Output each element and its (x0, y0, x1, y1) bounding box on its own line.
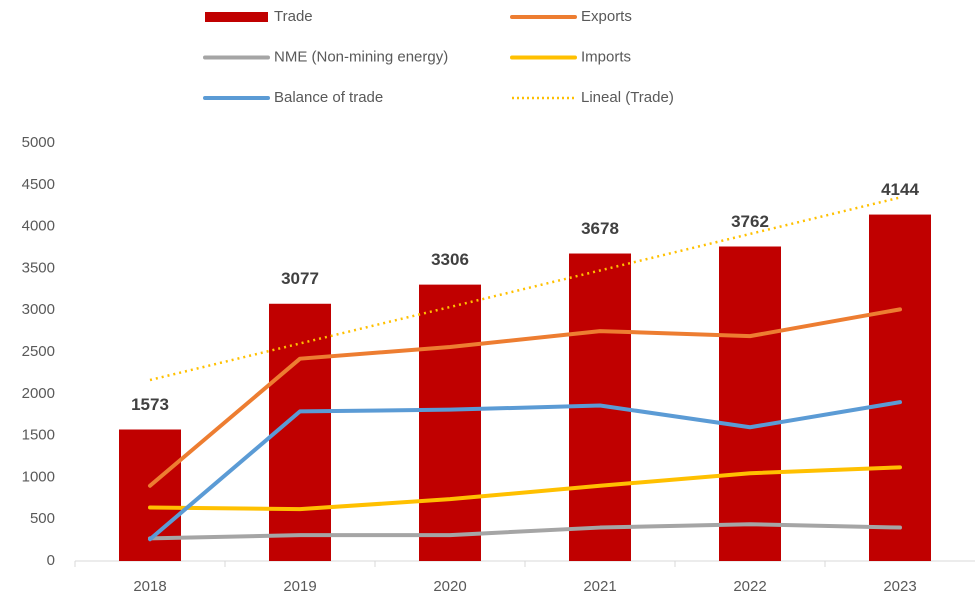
data-label: 3762 (731, 212, 769, 231)
legend-label: Balance of trade (274, 89, 383, 106)
y-tick-label: 4500 (22, 176, 55, 193)
y-tick-label: 500 (30, 510, 55, 527)
legend-label: Imports (581, 48, 631, 65)
bar (119, 429, 181, 561)
bar (719, 246, 781, 561)
y-tick-label: 5000 (22, 134, 55, 151)
trend-line (149, 196, 901, 382)
data-label: 3678 (581, 219, 619, 238)
bar (269, 303, 331, 561)
data-label: 4144 (881, 180, 919, 199)
legend-label: NME (Non-mining energy) (274, 48, 448, 65)
legend-label: Trade (274, 8, 313, 25)
data-label: 1573 (131, 395, 169, 414)
data-label: 3306 (431, 250, 469, 269)
line (148, 400, 902, 542)
x-tick-label: 2023 (883, 578, 916, 595)
y-tick-label: 2500 (22, 343, 55, 360)
line (148, 307, 902, 488)
x-tick-label: 2020 (433, 578, 466, 595)
x-tick-label: 2019 (283, 578, 316, 595)
y-tick-label: 2000 (22, 385, 55, 402)
y-tick-label: 3500 (22, 259, 55, 276)
y-tick-label: 3000 (22, 301, 55, 318)
legend-label: Lineal (Trade) (581, 89, 674, 106)
x-tick-label: 2021 (583, 578, 616, 595)
y-tick-label: 1000 (22, 468, 55, 485)
x-tick-label: 2022 (733, 578, 766, 595)
line (148, 522, 902, 541)
y-tick-label: 4000 (22, 218, 55, 235)
y-tick-label: 1500 (22, 427, 55, 444)
y-tick-label: 0 (47, 552, 55, 569)
data-label: 3077 (281, 269, 319, 288)
x-tick-label: 2018 (133, 578, 166, 595)
line (148, 465, 902, 512)
legend-swatch (205, 12, 268, 22)
legend-label: Exports (581, 8, 632, 25)
bar (869, 214, 931, 562)
bar (419, 284, 481, 561)
